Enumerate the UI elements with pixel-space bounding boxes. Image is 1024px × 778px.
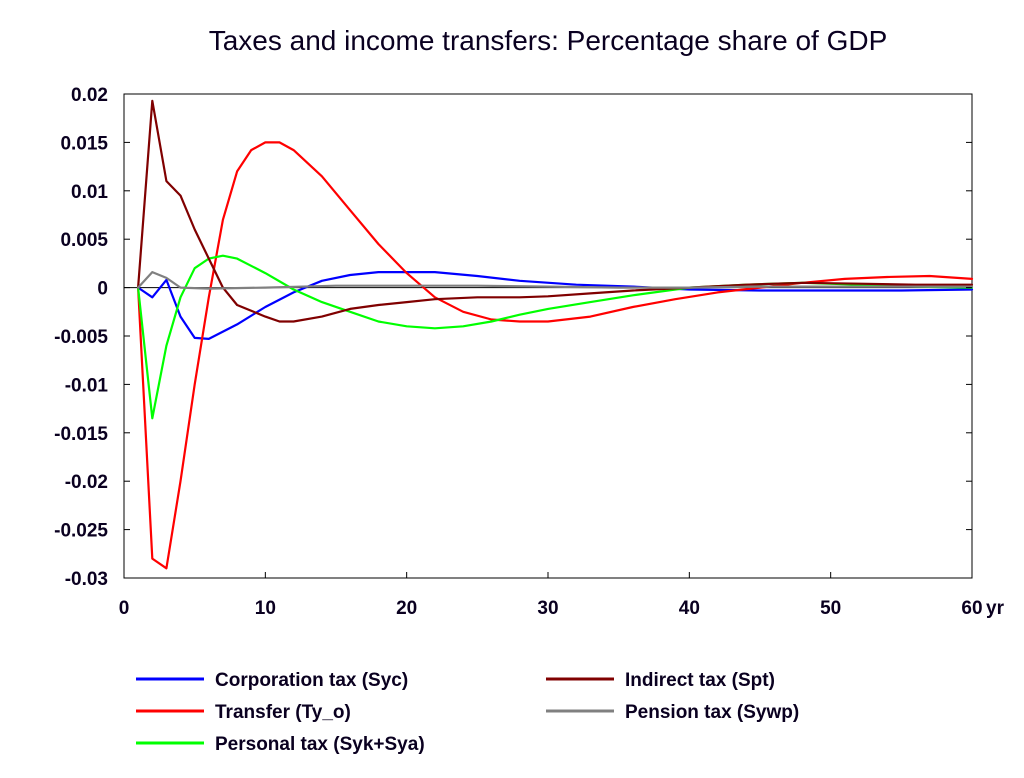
legend-label-0: Corporation tax (Syc) bbox=[215, 670, 408, 691]
x-tick-label: 60 bbox=[961, 598, 982, 619]
x-tick-label: 30 bbox=[537, 598, 558, 619]
series-layer bbox=[137, 99, 974, 570]
y-tick-label: 0.005 bbox=[60, 230, 108, 251]
y-tick-label: -0.03 bbox=[65, 569, 108, 590]
x-tick-label: 10 bbox=[255, 598, 276, 619]
y-tick-label: 0 bbox=[97, 279, 108, 300]
legend-label-4: Pension tax (Sywp) bbox=[625, 702, 799, 723]
series-line-0 bbox=[137, 271, 974, 340]
y-tick-label: 0.01 bbox=[71, 182, 108, 203]
legend-label-2: Personal tax (Syk+Sya) bbox=[215, 734, 425, 755]
chart-title: Taxes and income transfers: Percentage s… bbox=[209, 25, 888, 56]
series-line-4 bbox=[137, 271, 974, 290]
legend-label-1: Transfer (Ty_o) bbox=[215, 702, 351, 723]
series-line-2 bbox=[137, 254, 974, 420]
y-tick-label: -0.025 bbox=[54, 521, 108, 542]
x-tick-label: 0 bbox=[119, 598, 130, 619]
y-tick-label: -0.01 bbox=[65, 375, 109, 396]
y-tick-label: -0.005 bbox=[54, 327, 108, 348]
y-tick-label: 0.02 bbox=[71, 85, 108, 106]
axis-layer: 0.02 0.015 0.01 0.005 0 -0.005 -0.01 -0.015 -0.0… bbox=[54, 85, 1004, 619]
legend: Corporation tax (Syc) Transfer (Ty_o) Pers… bbox=[136, 670, 799, 755]
x-tick-label: 40 bbox=[679, 598, 700, 619]
plot-frame bbox=[123, 93, 973, 579]
series-line-1 bbox=[137, 141, 974, 570]
y-tick-label: -0.02 bbox=[65, 472, 108, 493]
series-line-3 bbox=[137, 99, 974, 323]
x-tick-label: 50 bbox=[820, 598, 841, 619]
y-tick-label: -0.015 bbox=[54, 424, 108, 445]
x-unit-label: yr bbox=[986, 598, 1005, 619]
y-tick-label: 0.015 bbox=[60, 133, 108, 154]
legend-label-3: Indirect tax (Spt) bbox=[625, 670, 775, 691]
x-tick-label: 20 bbox=[396, 598, 417, 619]
